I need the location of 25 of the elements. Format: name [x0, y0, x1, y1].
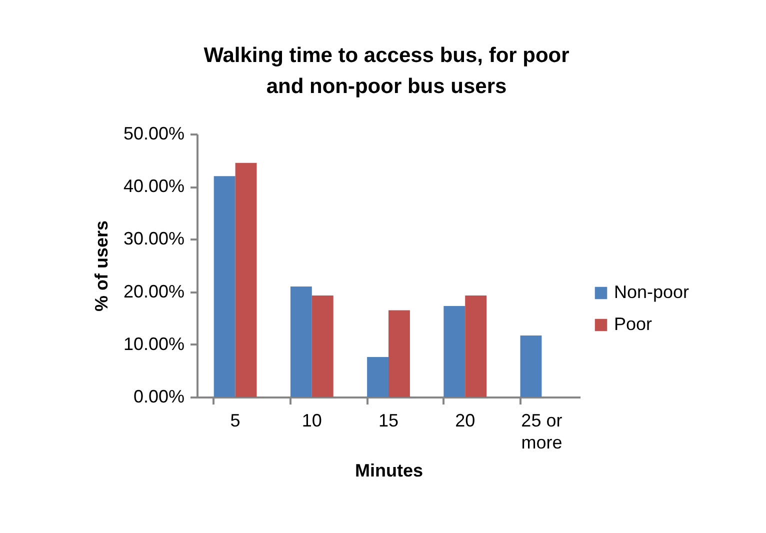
bar [214, 176, 236, 397]
chart-title: Walking time to access bus, for poor and non-poor bus users [204, 44, 570, 98]
y-axis-title: % of users [91, 220, 112, 312]
y-tick-label: 20.00% [123, 281, 184, 302]
legend-label: Poor [614, 314, 652, 334]
y-tick-label: 10.00% [123, 334, 184, 354]
y-tick-label: 40.00% [123, 176, 184, 196]
legend-label: Non-poor [614, 282, 690, 302]
bar [235, 162, 257, 397]
bar [367, 357, 388, 397]
x-axis-title: Minutes [354, 460, 424, 480]
bar [465, 295, 487, 397]
bar [520, 335, 542, 397]
bar [444, 306, 466, 397]
x-tick-label: 20 [455, 410, 476, 430]
y-tick-label: 30.00% [123, 228, 184, 249]
x-tick-label: 25 or more [521, 410, 562, 452]
bar [388, 310, 410, 397]
x-tick-label: 15 [378, 410, 399, 430]
x-tick-label: 10 [302, 410, 322, 430]
y-tick-label: 50.00% [123, 124, 184, 144]
y-tick-label: 0.00% [133, 386, 184, 406]
bar [290, 286, 312, 397]
bar [312, 295, 334, 397]
x-tick-label: 5 [230, 410, 240, 430]
